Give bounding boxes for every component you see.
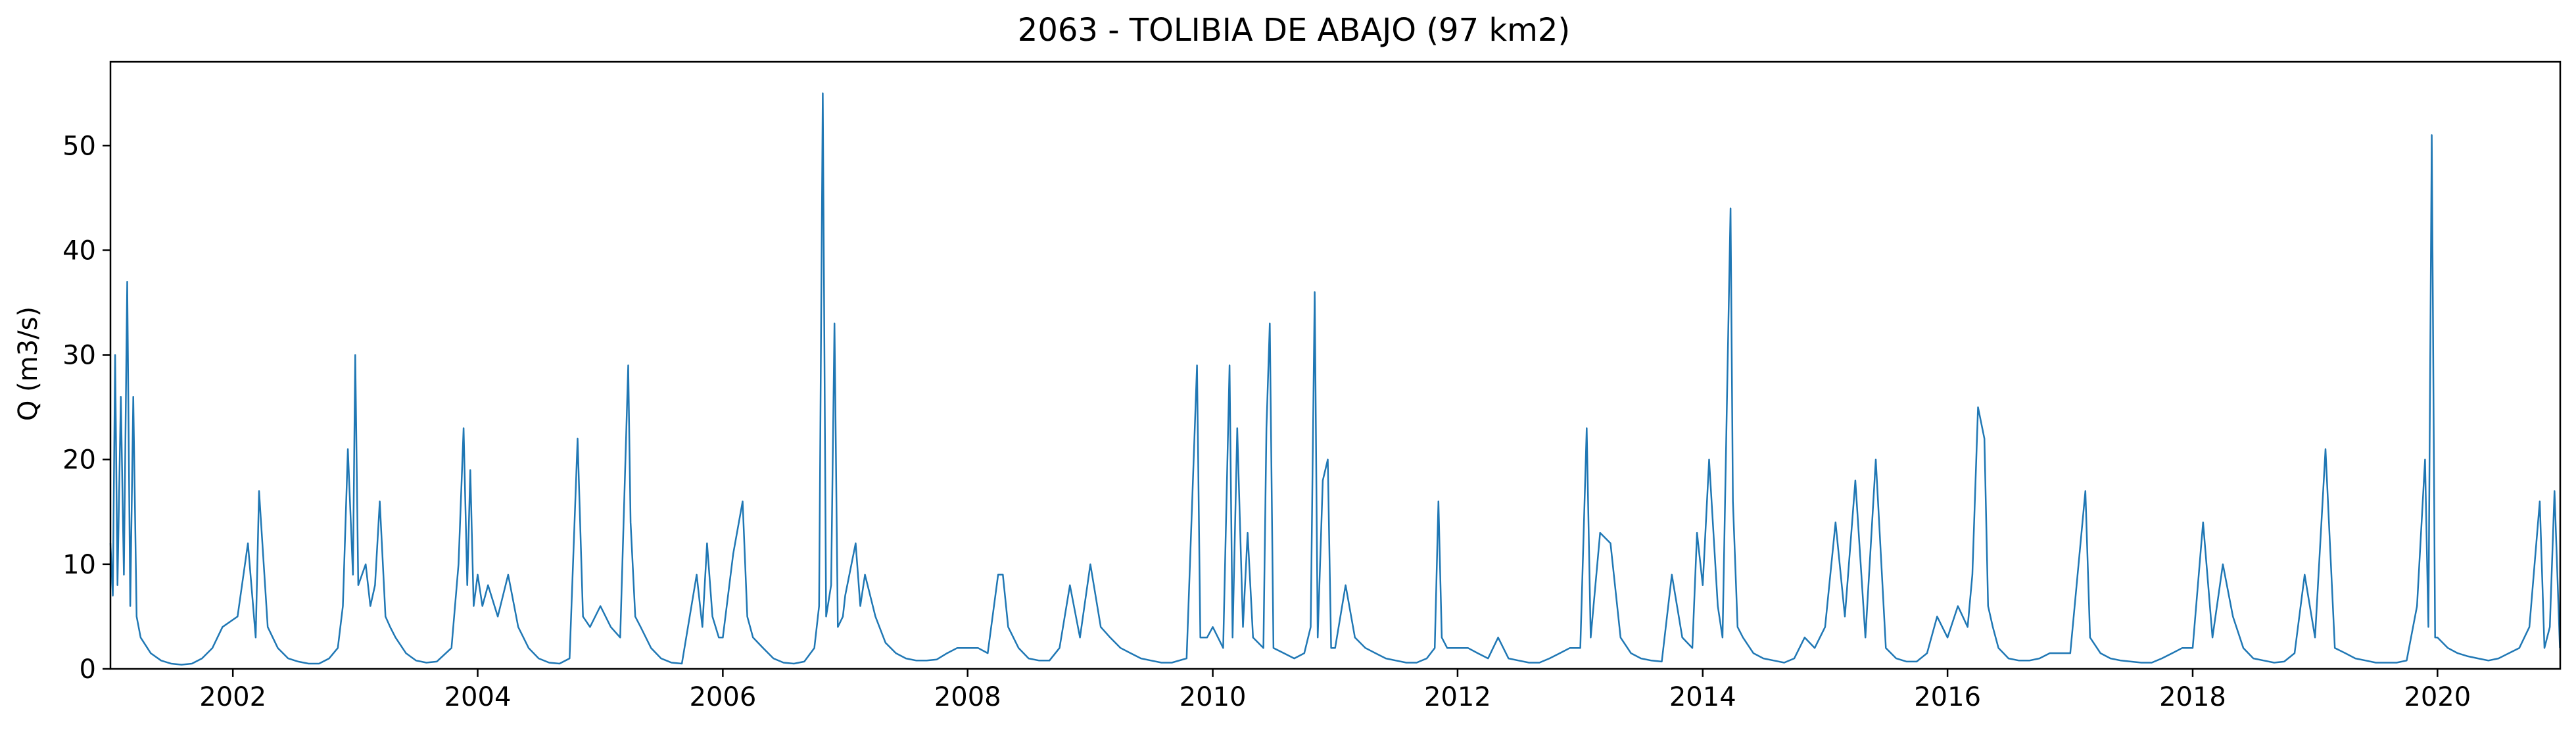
- y-tick-label: 30: [62, 341, 96, 371]
- x-tick-label: 2004: [444, 682, 512, 712]
- series-line-0: [109, 92, 2561, 666]
- plot-area: [109, 92, 2561, 666]
- x-tick-label: 2014: [1669, 682, 1736, 712]
- y-axis: 0 10 20 30 40 50: [62, 131, 110, 685]
- x-tick-label: 2010: [1180, 682, 1247, 712]
- x-tick-label: 2012: [1424, 682, 1491, 712]
- y-tick-label: 0: [80, 654, 96, 685]
- chart-title: 2063 - TOLIBIA DE ABAJO (97 km2): [1018, 12, 1570, 49]
- x-tick-label: 2006: [689, 682, 756, 712]
- y-tick-label: 10: [62, 550, 96, 580]
- plot-frame: [109, 61, 2562, 670]
- y-tick-label: 20: [62, 445, 96, 476]
- x-axis: 2002 2004 2006 2008 2010 2012 2014 2016 2018 2020: [199, 669, 2471, 712]
- x-tick-label: 2002: [199, 682, 266, 712]
- x-tick-label: 2008: [934, 682, 1001, 712]
- x-tick-label: 2016: [1914, 682, 1981, 712]
- x-tick-label: 2020: [2404, 682, 2471, 712]
- y-tick-label: 50: [62, 131, 96, 161]
- y-tick-label: 40: [62, 235, 96, 266]
- x-tick-label: 2018: [2159, 682, 2226, 712]
- y-axis-label: Q (m3/s): [13, 306, 43, 421]
